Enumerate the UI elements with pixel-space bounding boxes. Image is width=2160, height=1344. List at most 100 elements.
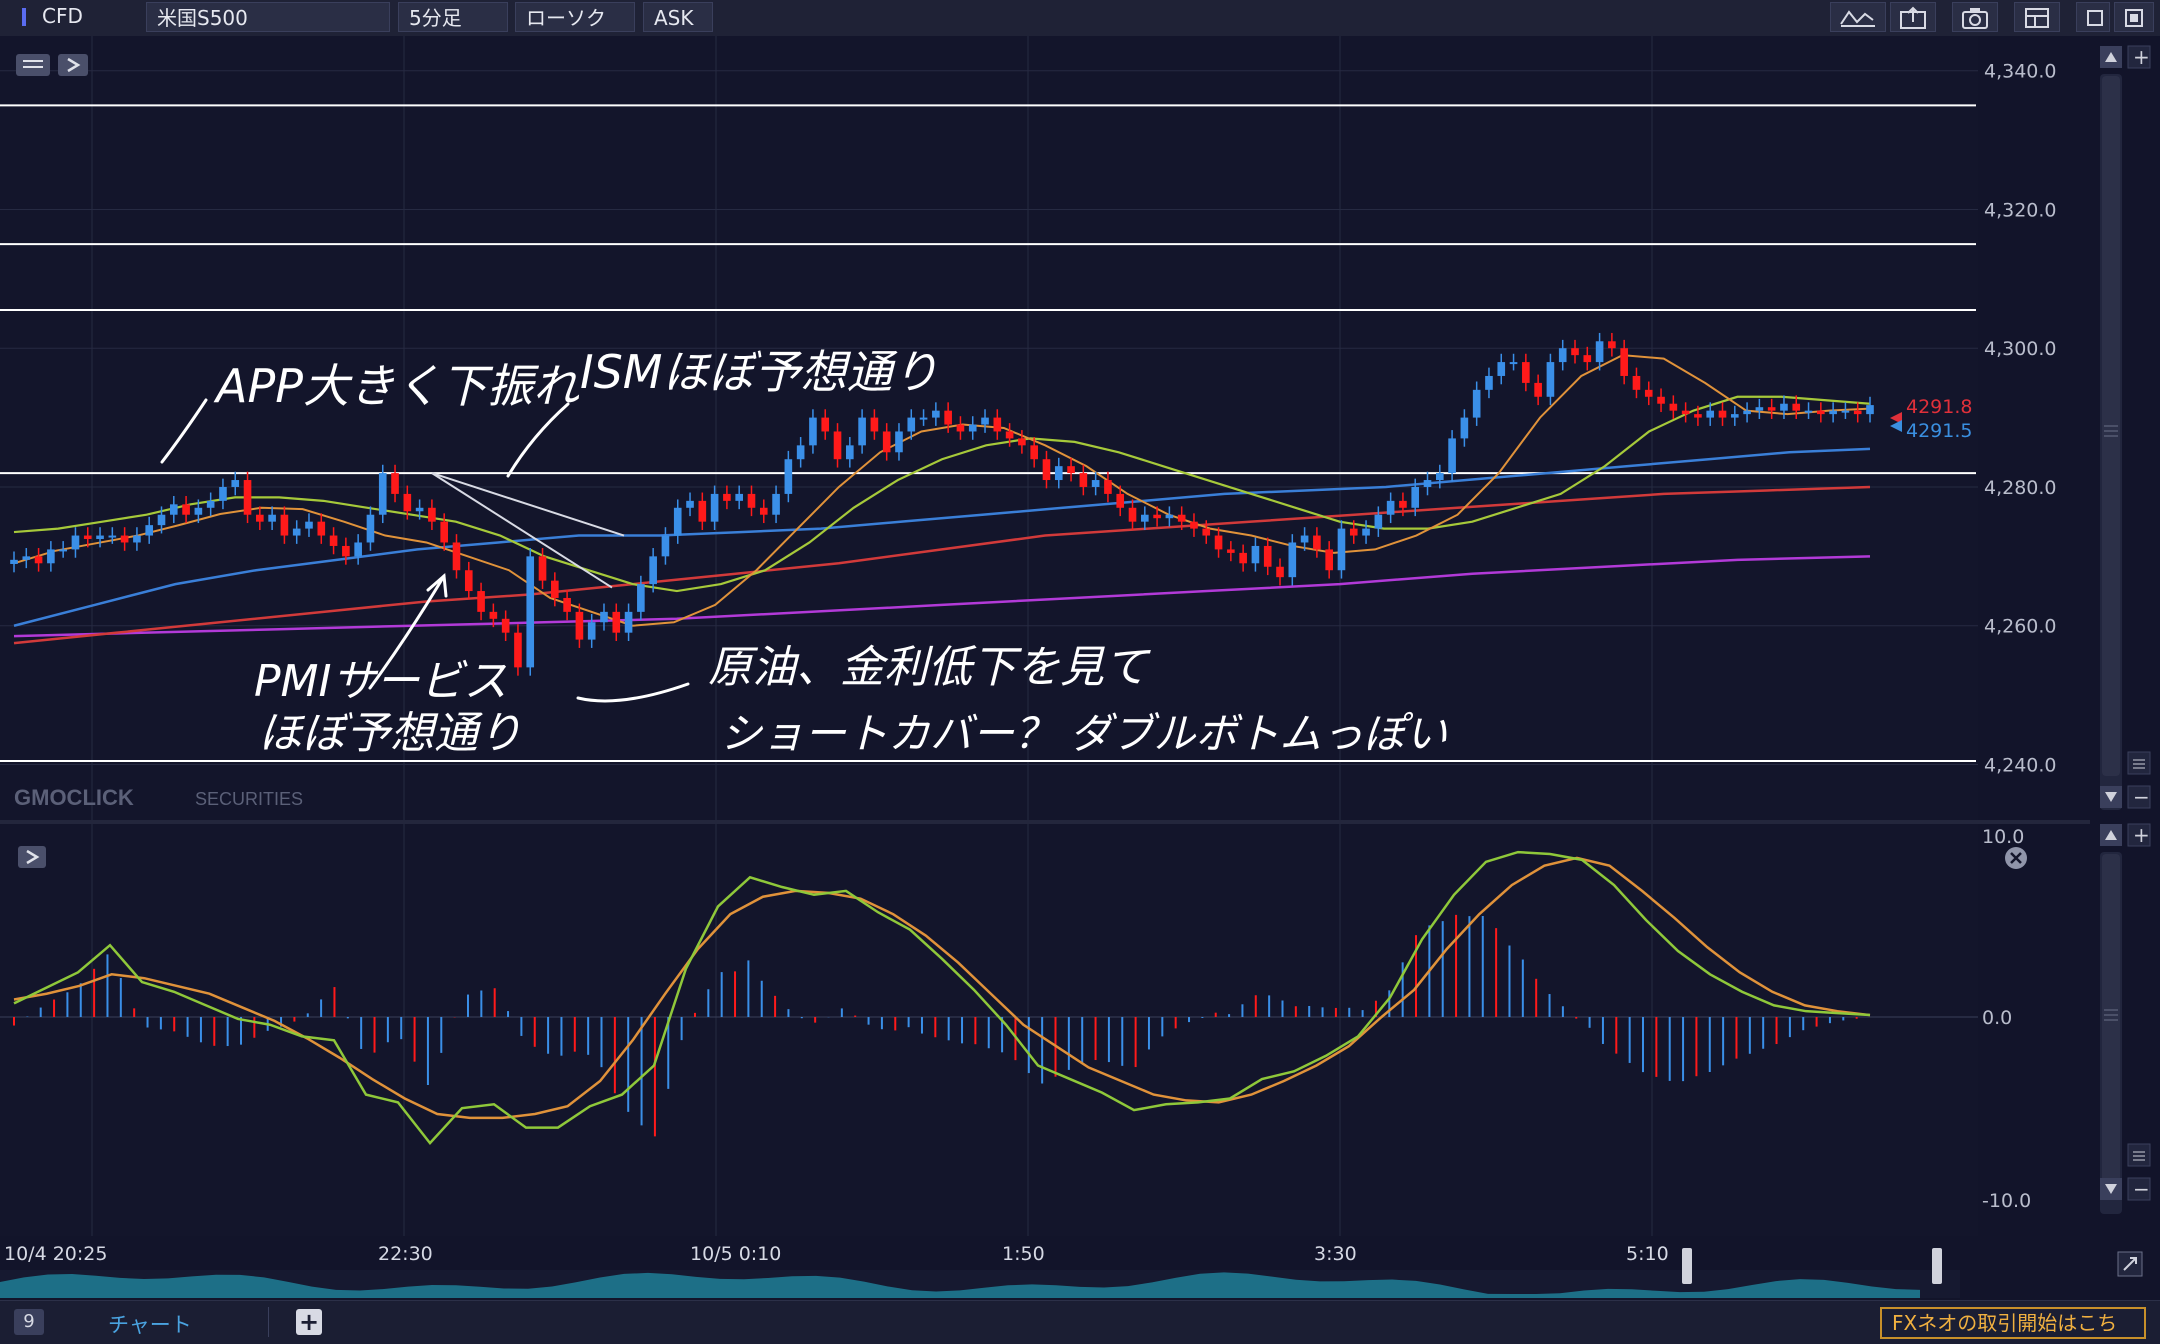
candle-body <box>1349 528 1358 536</box>
candle-body <box>1005 431 1014 439</box>
candle-body <box>1472 389 1481 418</box>
macd-tick-label: 0.0 <box>1982 1007 2012 1029</box>
candle-body <box>612 611 621 633</box>
candle-body <box>403 493 412 512</box>
macd-expand-arrow-icon[interactable] <box>18 846 46 868</box>
candle-body <box>870 417 879 432</box>
close-icon[interactable] <box>2114 2 2154 32</box>
indicator-icon[interactable] <box>1830 2 1886 32</box>
moving-averages <box>13 354 1871 645</box>
candle-body <box>833 431 842 460</box>
candle-body <box>796 445 805 460</box>
svg-text:−: − <box>2133 1177 2150 1201</box>
candle-body <box>624 611 633 633</box>
candle-body <box>1435 473 1444 481</box>
price-scrollbar[interactable]: + − <box>2100 45 2151 810</box>
horizontal-levels[interactable] <box>0 104 1976 763</box>
candle-body <box>661 535 670 557</box>
candle-body <box>784 459 793 494</box>
candle-body <box>1583 355 1592 363</box>
svg-text:−: − <box>2133 785 2150 809</box>
expand-arrow-icon[interactable] <box>58 54 88 76</box>
annotation-app: APP大きく下振れ <box>213 359 580 413</box>
candle-body <box>489 611 498 619</box>
category-label[interactable]: CFD <box>42 4 83 28</box>
candle-body <box>882 431 891 453</box>
add-tab-button[interactable]: + <box>296 1309 322 1335</box>
candle-body <box>1091 480 1100 487</box>
candle-body <box>649 556 657 585</box>
navigator-right-handle[interactable] <box>1932 1248 1942 1284</box>
candle-body <box>1743 410 1751 415</box>
candle-body <box>1841 410 1850 413</box>
candle-body <box>858 417 866 446</box>
layout-icon[interactable] <box>2014 2 2060 32</box>
candle-body <box>34 556 43 564</box>
macd-scrollbar[interactable]: + − <box>2100 823 2151 1214</box>
macd-axis: 10.0 0.0 -10.0 <box>1982 826 2031 1212</box>
export-icon[interactable] <box>1890 2 1936 32</box>
candle-body <box>182 504 190 515</box>
candle-body <box>1460 417 1469 439</box>
candle-body <box>759 507 768 515</box>
candle-body <box>981 417 989 425</box>
candle-body <box>1251 545 1260 564</box>
candle-body <box>1227 549 1235 553</box>
chart-area[interactable]: GMOCLICK SECURITIES 4,340.0 4,320.0 4,300.… <box>0 36 2160 1300</box>
candle-body <box>428 507 436 522</box>
annotation-pmi-1: PMIサービス <box>254 656 507 707</box>
navigator[interactable] <box>0 1248 2143 1298</box>
candle-body <box>1116 493 1125 508</box>
candle-body <box>673 507 682 536</box>
candle-body <box>1288 542 1297 578</box>
candles <box>10 332 1874 676</box>
candle-body <box>1165 514 1174 519</box>
promo-banner[interactable]: FXネオの取引開始はこち <box>1880 1307 2146 1339</box>
comment-icon[interactable] <box>16 54 50 76</box>
candle-body <box>956 424 965 432</box>
candle-body <box>563 597 571 612</box>
price-side-select[interactable]: ASK <box>643 2 713 32</box>
candle-body <box>268 514 276 522</box>
horizontal-gridlines <box>0 70 1978 765</box>
candle-body <box>83 535 92 540</box>
macd-line <box>13 850 1871 1146</box>
macd-lines <box>13 850 1871 1146</box>
price-tick-label: 4,300.0 <box>1984 338 2057 360</box>
trend-lines[interactable] <box>431 472 625 589</box>
candle-body <box>1079 473 1088 487</box>
time-axis-labels: 10/4 20:25 22:30 10/5 0:10 1:50 3:30 5:10 <box>4 1243 1669 1265</box>
candle-body <box>145 525 154 536</box>
candle-body <box>96 535 104 540</box>
candle-body <box>1104 480 1112 494</box>
camera-icon[interactable] <box>1952 2 1998 32</box>
candle-body <box>600 611 608 623</box>
candle-body <box>415 507 424 512</box>
close-panel-icon[interactable] <box>2005 847 2027 869</box>
candle-body <box>47 549 55 564</box>
tab-chart[interactable]: チャート <box>108 1313 192 1337</box>
tab-count-badge[interactable]: 9 <box>14 1309 44 1335</box>
candle-body <box>378 473 387 515</box>
time-axis <box>0 1236 2090 1266</box>
candle-body <box>637 584 645 612</box>
navigator-left-handle[interactable] <box>1682 1248 1692 1284</box>
time-label: 1:50 <box>1002 1243 1045 1265</box>
panel-divider[interactable] <box>0 820 2090 824</box>
candle-body <box>1522 362 1530 383</box>
candle-body <box>22 556 31 560</box>
symbol-select[interactable]: 米国S500 <box>146 2 390 32</box>
chart-style-select[interactable]: ローソク <box>515 2 635 32</box>
candle-body <box>1399 500 1407 508</box>
candle-body <box>501 618 510 633</box>
candle-body <box>747 493 756 508</box>
candle-body <box>809 417 817 446</box>
candle-body <box>1153 514 1161 519</box>
candle-body <box>1694 414 1702 418</box>
maximize-icon[interactable] <box>2076 2 2110 32</box>
vertical-gridlines <box>91 36 1653 820</box>
candle-body <box>1534 382 1542 397</box>
timeframe-select[interactable]: 5分足 <box>398 2 508 32</box>
candle-body <box>538 556 547 581</box>
price-panel[interactable] <box>0 36 1978 820</box>
